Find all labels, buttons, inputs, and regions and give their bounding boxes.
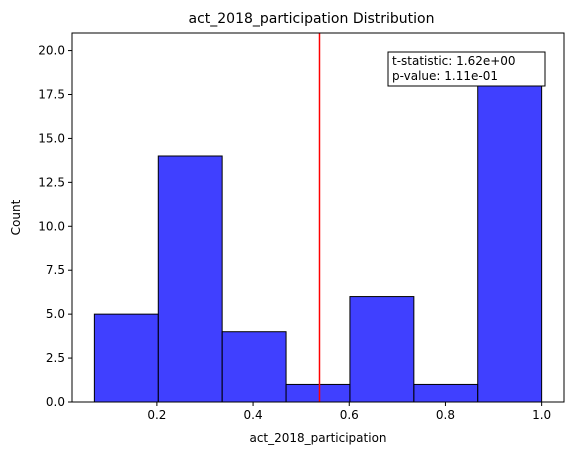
y-tick-label: 5.0 xyxy=(46,307,65,321)
stats-annotation-box: t-statistic: 1.62e+00 p-value: 1.11e-01 xyxy=(388,52,545,86)
p-value-text: p-value: 1.11e-01 xyxy=(392,69,498,83)
histogram-bar-5 xyxy=(350,297,414,402)
histogram-bar-2 xyxy=(158,156,222,402)
y-tick-label: 10.0 xyxy=(38,219,65,233)
histogram-bar-7 xyxy=(478,86,542,402)
histogram-bar-4 xyxy=(286,384,350,402)
histogram-bar-3 xyxy=(222,332,286,402)
x-tick-label: 0.2 xyxy=(147,408,166,422)
y-tick-label: 2.5 xyxy=(46,351,65,365)
x-tick-label: 1.0 xyxy=(532,408,551,422)
t-statistic-text: t-statistic: 1.62e+00 xyxy=(392,54,516,68)
bars-group xyxy=(94,86,541,402)
x-tick-label: 0.4 xyxy=(244,408,263,422)
histogram-bar-6 xyxy=(414,384,478,402)
y-axis-ticks: 0.0 2.5 5.0 7.5 10.0 12.5 15.0 17.5 20.0 xyxy=(38,44,72,409)
chart-title: act_2018_participation Distribution xyxy=(189,11,435,27)
y-tick-label: 7.5 xyxy=(46,263,65,277)
histogram-bar-1 xyxy=(94,314,158,402)
x-axis-label: act_2018_participation xyxy=(249,431,386,445)
x-tick-label: 0.6 xyxy=(340,408,359,422)
y-axis-label: Count xyxy=(9,199,23,235)
x-tick-label: 0.8 xyxy=(436,408,455,422)
y-tick-label: 15.0 xyxy=(38,131,65,145)
x-axis-ticks: 0.2 0.4 0.6 0.8 1.0 xyxy=(147,402,551,422)
y-tick-label: 12.5 xyxy=(38,175,65,189)
y-tick-label: 17.5 xyxy=(38,88,65,102)
y-tick-label: 20.0 xyxy=(38,44,65,58)
y-tick-label: 0.0 xyxy=(46,395,65,409)
